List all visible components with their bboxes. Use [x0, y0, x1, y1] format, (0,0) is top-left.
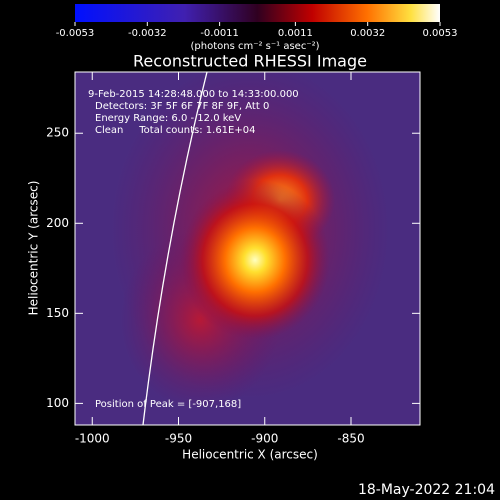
x-tick-label: -950: [165, 432, 192, 446]
y-axis-label: Heliocentric Y (arcsec): [27, 181, 41, 316]
colorbar-tick-label: 0.0011: [278, 28, 313, 39]
annotation: Clean Total counts: 1.61E+04: [95, 125, 255, 136]
x-tick-label: -900: [251, 432, 278, 446]
image: [75, 72, 420, 425]
y-tick-label: 250: [46, 126, 69, 140]
peak-label: Position of Peak = [-907,168]: [95, 399, 241, 410]
colorbar-tick-label: 0.0032: [350, 28, 385, 39]
x-tick-label: -1000: [75, 432, 110, 446]
x-axis-label: Heliocentric X (arcsec): [182, 448, 318, 462]
timestamp: 18-May-2022 21:04: [358, 482, 495, 498]
colorbar-tick-label: -0.0053: [56, 28, 95, 39]
chart-title: Reconstructed RHESSI Image: [133, 52, 367, 71]
colorbar-tick-label: -0.0011: [200, 28, 239, 39]
y-tick-label: 200: [46, 216, 69, 230]
annotation: Energy Range: 6.0 - 12.0 keV: [95, 113, 241, 124]
y-tick-label: 150: [46, 306, 69, 320]
x-tick-label: -850: [337, 432, 364, 446]
plot-frame: [74, 71, 421, 426]
colorbar-label: (photons cm⁻² s⁻¹ asec⁻²): [190, 41, 319, 52]
y-tick-label: 100: [46, 396, 69, 410]
colorbar-tick-label: -0.0032: [128, 28, 167, 39]
colorbar-tick-label: 0.0053: [423, 28, 458, 39]
annotation: Detectors: 3F 5F 6F 7F 8F 9F, Att 0: [95, 101, 269, 112]
colorbar: [75, 4, 440, 22]
annotation: 9-Feb-2015 14:28:48.000 to 14:33:00.000: [88, 89, 299, 100]
